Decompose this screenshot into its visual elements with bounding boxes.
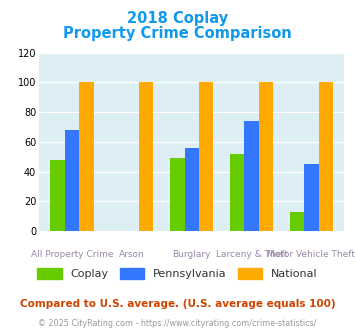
- Bar: [79, 82, 93, 231]
- Bar: [65, 130, 79, 231]
- Text: © 2025 CityRating.com - https://www.cityrating.com/crime-statistics/: © 2025 CityRating.com - https://www.city…: [38, 319, 317, 328]
- Bar: [199, 82, 213, 231]
- Text: Property Crime Comparison: Property Crime Comparison: [63, 26, 292, 41]
- Bar: [139, 82, 153, 231]
- Text: Compared to U.S. average. (U.S. average equals 100): Compared to U.S. average. (U.S. average …: [20, 299, 335, 309]
- Bar: [185, 148, 199, 231]
- Bar: [50, 160, 65, 231]
- Bar: [290, 212, 304, 231]
- Bar: [259, 82, 273, 231]
- Text: All Property Crime: All Property Crime: [31, 250, 113, 259]
- Text: Burglary: Burglary: [173, 250, 211, 259]
- Text: 2018 Coplay: 2018 Coplay: [127, 11, 228, 25]
- Bar: [230, 154, 244, 231]
- Legend: Coplay, Pennsylvania, National: Coplay, Pennsylvania, National: [34, 265, 321, 282]
- Bar: [304, 164, 318, 231]
- Text: Arson: Arson: [119, 250, 145, 259]
- Text: Larceny & Theft: Larceny & Theft: [215, 250, 288, 259]
- Bar: [244, 121, 259, 231]
- Text: Motor Vehicle Theft: Motor Vehicle Theft: [267, 250, 355, 259]
- Bar: [318, 82, 333, 231]
- Bar: [170, 158, 185, 231]
